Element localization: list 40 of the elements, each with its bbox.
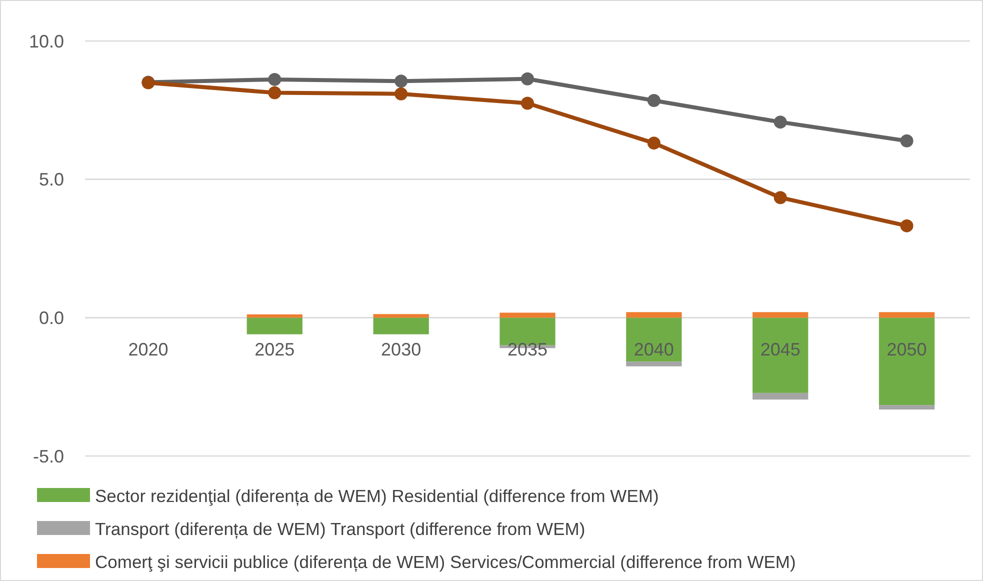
bar [373,318,429,334]
y-tick-label: -5.0 [32,446,64,466]
x-tick-label: 2030 [381,340,422,360]
bar [878,405,935,410]
point [774,191,787,204]
legend-label: Transport (diferența de WEM) Transport (difference from WEM) [95,519,586,540]
y-tick-label: 0.0 [38,308,64,328]
bar [752,312,808,318]
point [647,94,660,107]
point [900,219,914,232]
bar [878,312,935,318]
point [521,96,534,110]
bar [752,392,808,400]
bar [246,314,302,318]
bar [500,312,556,318]
point [900,134,914,148]
legend-label: Comerţ şi servicii publice (diferența de WEM) Services/Commercial (difference from WEM) [95,552,796,572]
point [647,136,660,150]
x-tick-label: 2040 [634,340,674,360]
bar [626,362,682,366]
y-tick-label: 5.0 [38,170,64,190]
legend-label: Sector rezidenţial (diferența de WEM) Residential (difference from WEM) [95,486,659,506]
point [394,74,408,88]
x-tick-label: 2035 [507,340,548,360]
point [394,87,408,100]
bar [878,318,935,406]
point [774,116,787,129]
bar [752,318,808,393]
point [268,72,282,86]
x-tick-label: 2045 [760,340,800,360]
x-tick-label: 2025 [254,340,295,360]
y-tick-label: 10.0 [28,31,64,52]
bar [626,312,682,318]
point [268,86,282,100]
bar [246,318,302,334]
x-tick-label: 2050 [886,340,927,360]
bar [626,318,682,362]
point [521,72,534,86]
bar [373,314,429,318]
x-tick-label: 2020 [128,340,168,360]
